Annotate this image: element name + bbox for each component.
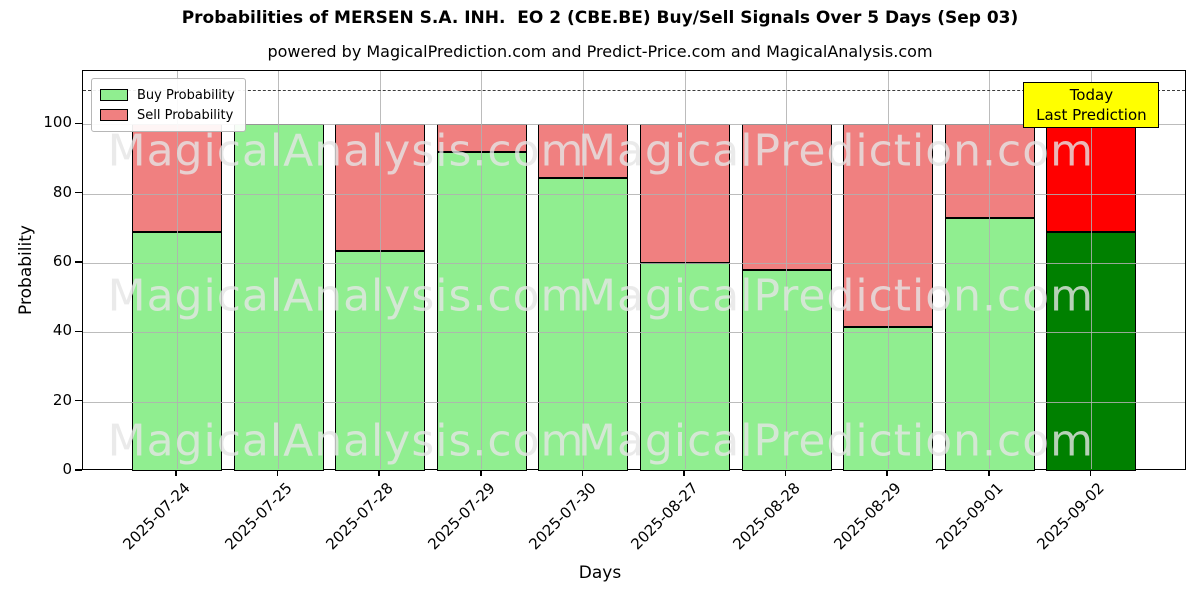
horizontal-grid-line — [83, 193, 1185, 195]
legend-item-buy: Buy Probability — [100, 85, 235, 105]
x-tick-label: 2025-08-29 — [830, 479, 905, 554]
buy-swatch-icon — [100, 89, 128, 101]
plot-area: MagicalAnalysis.com MagicalPrediction.com… — [82, 70, 1186, 471]
y-tick-label: 40 — [52, 321, 72, 340]
y-tick-label: 60 — [52, 252, 72, 271]
vertical-grid-line — [379, 71, 381, 469]
horizontal-grid-line — [83, 401, 1185, 403]
x-tick-label: 2025-07-24 — [119, 479, 194, 554]
today-annotation-line1: Today — [1069, 86, 1114, 104]
legend-buy-label: Buy Probability — [137, 87, 235, 103]
x-tick-mark — [581, 470, 584, 476]
x-axis-label: Days — [578, 563, 622, 583]
vertical-grid-line — [989, 71, 991, 469]
x-tick-mark — [1089, 470, 1092, 476]
x-tick-mark — [480, 470, 482, 476]
y-tick-mark — [75, 330, 82, 333]
x-tick-mark — [886, 470, 888, 476]
watermark-text: MagicalAnalysis.com — [107, 270, 585, 322]
x-tick-mark — [683, 470, 685, 476]
y-tick-label: 0 — [62, 460, 72, 478]
vertical-grid-line — [684, 71, 686, 469]
today-annotation-line2: Last Prediction — [1036, 106, 1147, 124]
legend-sell-label: Sell Probability — [137, 107, 234, 123]
threshold-dashed-line — [83, 89, 1185, 91]
today-annotation: Today Last Prediction — [1023, 82, 1160, 128]
watermark-text: MagicalPrediction.com — [578, 270, 1094, 322]
vertical-grid-line — [176, 71, 178, 469]
y-tick-mark — [75, 399, 82, 402]
x-tick-label: 2025-08-27 — [627, 479, 702, 554]
watermark-text: MagicalPrediction.com — [578, 415, 1094, 467]
vertical-grid-line — [278, 71, 280, 469]
y-tick-mark — [75, 469, 82, 471]
x-tick-label: 2025-08-28 — [728, 479, 804, 554]
y-tick-mark — [75, 261, 82, 263]
y-tick-label: 20 — [52, 390, 72, 409]
horizontal-grid-line — [83, 124, 1185, 126]
x-tick-mark — [378, 470, 380, 476]
x-tick-mark — [276, 470, 279, 476]
legend-item-sell: Sell Probability — [100, 105, 235, 125]
chart-subtitle: powered by MagicalPrediction.com and Pre… — [267, 42, 933, 61]
chart-title: Probabilities of MERSEN S.A. INH. EO 2 (… — [181, 8, 1019, 28]
x-tick-label: 2025-09-01 — [932, 479, 1007, 554]
watermark-text: MagicalPrediction.com — [578, 125, 1094, 177]
vertical-grid-line — [786, 71, 788, 469]
y-tick-mark — [75, 122, 82, 125]
vertical-grid-line — [1090, 71, 1092, 469]
vertical-grid-line — [582, 71, 584, 469]
horizontal-grid-line — [83, 263, 1185, 265]
x-tick-mark — [988, 470, 990, 476]
sell-swatch-icon — [100, 109, 128, 121]
watermark-text: MagicalAnalysis.com — [107, 415, 585, 467]
x-tick-label: 2025-07-28 — [322, 479, 397, 554]
legend: Buy Probability Sell Probability — [91, 78, 246, 132]
x-tick-label: 2025-09-02 — [1033, 479, 1109, 554]
vertical-grid-line — [481, 71, 483, 469]
y-tick-label: 80 — [52, 182, 72, 201]
x-tick-label: 2025-07-25 — [220, 479, 296, 554]
vertical-grid-line — [887, 71, 889, 469]
x-tick-label: 2025-07-30 — [525, 479, 601, 554]
x-tick-label: 2025-07-29 — [424, 479, 499, 554]
y-tick-mark — [75, 191, 82, 194]
horizontal-grid-line — [83, 332, 1185, 334]
x-tick-mark — [175, 470, 177, 476]
watermark-text: MagicalAnalysis.com — [107, 125, 585, 177]
x-tick-mark — [784, 470, 787, 476]
y-tick-label: 100 — [43, 113, 72, 132]
